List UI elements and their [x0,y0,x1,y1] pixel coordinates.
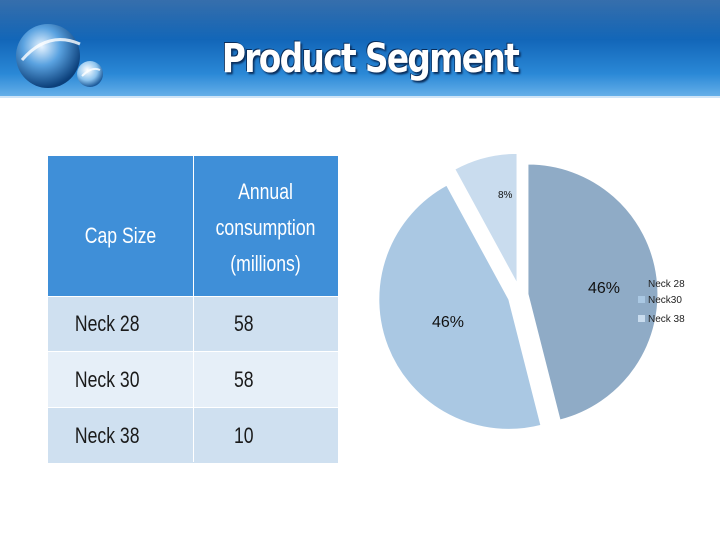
header-cap-size: Cap Size [84,223,157,248]
banner-divider [0,96,720,98]
header-annual-consumption: Annual consumption (millions) [215,179,316,276]
row-cap-size: Neck 30 [74,366,140,392]
pie-data-label: 8% [498,190,513,201]
pie-slice-2 [378,184,542,430]
banner-shine [0,0,720,40]
row-consumption: 58 [234,311,254,336]
cap-size-table: Cap Size Annual consumption (millions) N… [48,156,338,463]
pie-slice-3 [454,152,518,284]
row-consumption: 10 [234,422,254,448]
legend-swatch [638,280,645,287]
pie-slice-1 [527,163,659,421]
row-consumption: 58 [234,366,254,392]
page-title: Product Segment [221,36,520,82]
legend-swatch [638,315,645,322]
legend-swatch [638,296,645,303]
globe-logo-icon [16,24,103,88]
legend-entry: Neck 28 [648,279,685,290]
pie-chart: 46% 46% 8% Neck 28 Neck30 Neck 38 [378,152,685,430]
pie-data-label: 46% [432,314,464,331]
row-cap-size: Neck 28 [74,311,140,336]
row-cap-size: Neck 38 [74,422,140,448]
legend-entry: Neck30 [648,295,682,306]
title-banner: Product Segment [0,0,720,98]
table-column-divider [193,156,194,462]
legend-entry: Neck 38 [648,314,685,325]
pie-data-label: 46% [588,280,620,297]
